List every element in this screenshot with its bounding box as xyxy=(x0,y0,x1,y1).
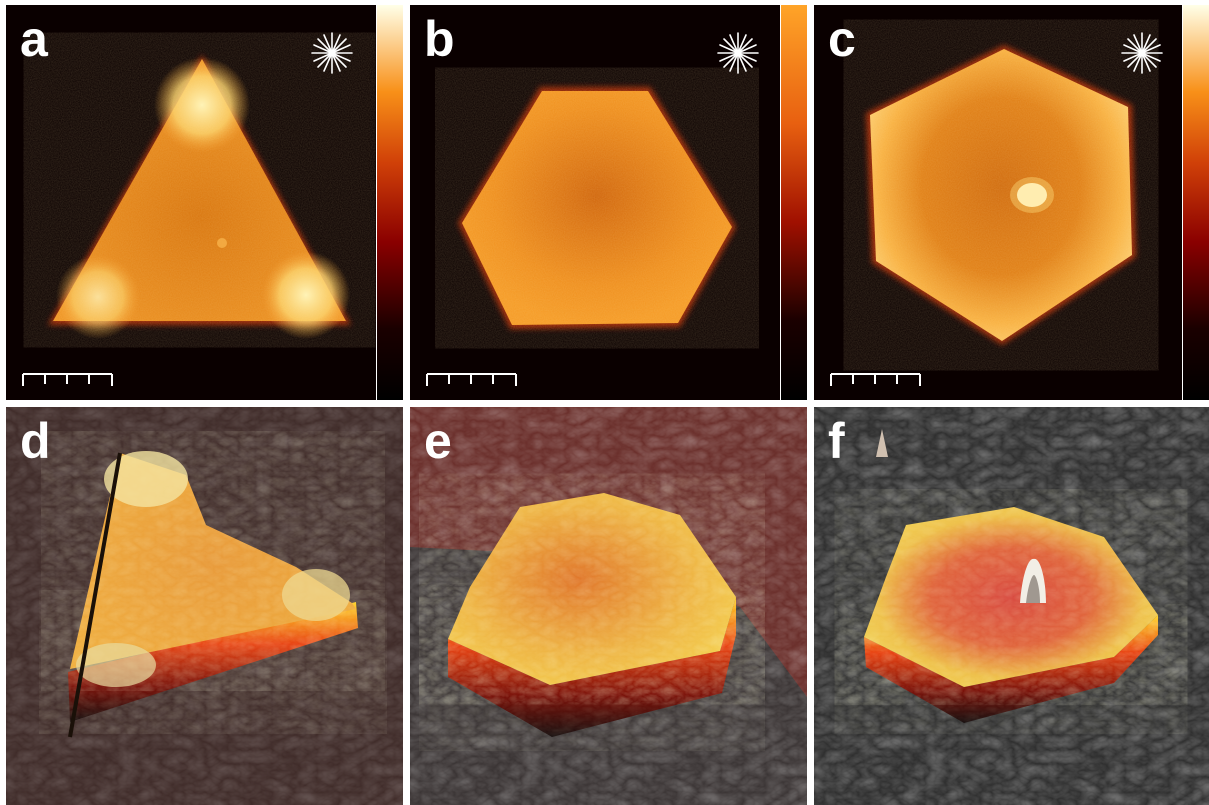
panel-label: f xyxy=(828,413,845,469)
particle-triangle-2d xyxy=(6,5,403,400)
panel-c: c xyxy=(814,5,1209,400)
colorbar xyxy=(780,5,807,400)
particle-hexagon-2d xyxy=(814,5,1209,400)
scale-bar-icon xyxy=(22,373,113,386)
panel-label: d xyxy=(20,413,51,469)
colorbar xyxy=(376,5,403,400)
colorbar xyxy=(1182,5,1209,400)
panel-label: b xyxy=(424,11,455,67)
panel-label: e xyxy=(424,413,452,469)
panel-b: b xyxy=(410,5,807,400)
panel-a: a xyxy=(6,5,403,400)
compass-rose-icon xyxy=(1121,32,1163,74)
panel-label: c xyxy=(828,11,856,67)
scale-bar-icon xyxy=(426,373,517,386)
particle-hexagon-3d xyxy=(814,407,1209,805)
particle-hexagon-3d xyxy=(410,407,807,805)
compass-rose-icon xyxy=(717,32,759,74)
panel-label: a xyxy=(20,11,48,67)
panel-d: d xyxy=(6,407,403,805)
particle-hexagon-2d xyxy=(410,5,807,400)
compass-rose-icon xyxy=(311,32,353,74)
panel-f: f xyxy=(814,407,1209,805)
particle-triangle-3d xyxy=(6,407,403,805)
panel-e: e xyxy=(410,407,807,805)
scale-bar-icon xyxy=(830,373,921,386)
